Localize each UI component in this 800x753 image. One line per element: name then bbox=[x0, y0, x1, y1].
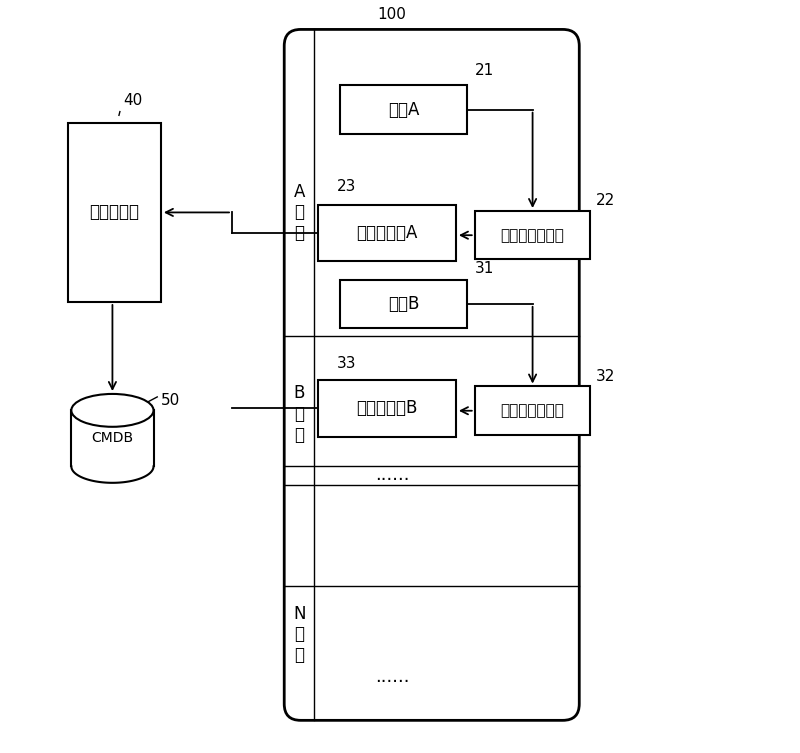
Bar bbox=[340, 85, 467, 134]
Text: 服务器设备A: 服务器设备A bbox=[356, 224, 418, 242]
Text: N
机
位: N 机 位 bbox=[293, 605, 306, 664]
Text: 100: 100 bbox=[378, 7, 406, 22]
Bar bbox=[68, 123, 161, 302]
Text: B
机
位: B 机 位 bbox=[294, 384, 305, 444]
Text: 服务器设备B: 服务器设备B bbox=[356, 400, 418, 417]
Text: CMDB: CMDB bbox=[91, 431, 134, 445]
Text: 可热插拔的接口: 可热插拔的接口 bbox=[501, 227, 565, 242]
Text: 32: 32 bbox=[596, 369, 615, 384]
Text: 33: 33 bbox=[337, 355, 356, 370]
Bar bbox=[474, 211, 590, 260]
Text: 50: 50 bbox=[161, 393, 180, 408]
Text: 23: 23 bbox=[337, 178, 356, 194]
Text: 40: 40 bbox=[124, 93, 143, 108]
Bar bbox=[474, 386, 590, 435]
Bar bbox=[318, 205, 456, 261]
Text: 22: 22 bbox=[596, 193, 615, 208]
Bar bbox=[340, 279, 467, 328]
Text: 芯片A: 芯片A bbox=[388, 101, 419, 119]
FancyBboxPatch shape bbox=[284, 29, 579, 721]
Text: 31: 31 bbox=[474, 261, 494, 276]
Text: 中央服务器: 中央服务器 bbox=[90, 203, 139, 221]
Bar bbox=[318, 380, 456, 437]
Text: 芯片B: 芯片B bbox=[388, 295, 419, 313]
Text: ......: ...... bbox=[375, 466, 410, 484]
Ellipse shape bbox=[71, 394, 154, 427]
Text: ......: ...... bbox=[375, 668, 410, 686]
Text: 可热插拔的接口: 可热插拔的接口 bbox=[501, 404, 565, 418]
Text: A
机
位: A 机 位 bbox=[294, 183, 305, 242]
Text: 21: 21 bbox=[474, 63, 494, 78]
